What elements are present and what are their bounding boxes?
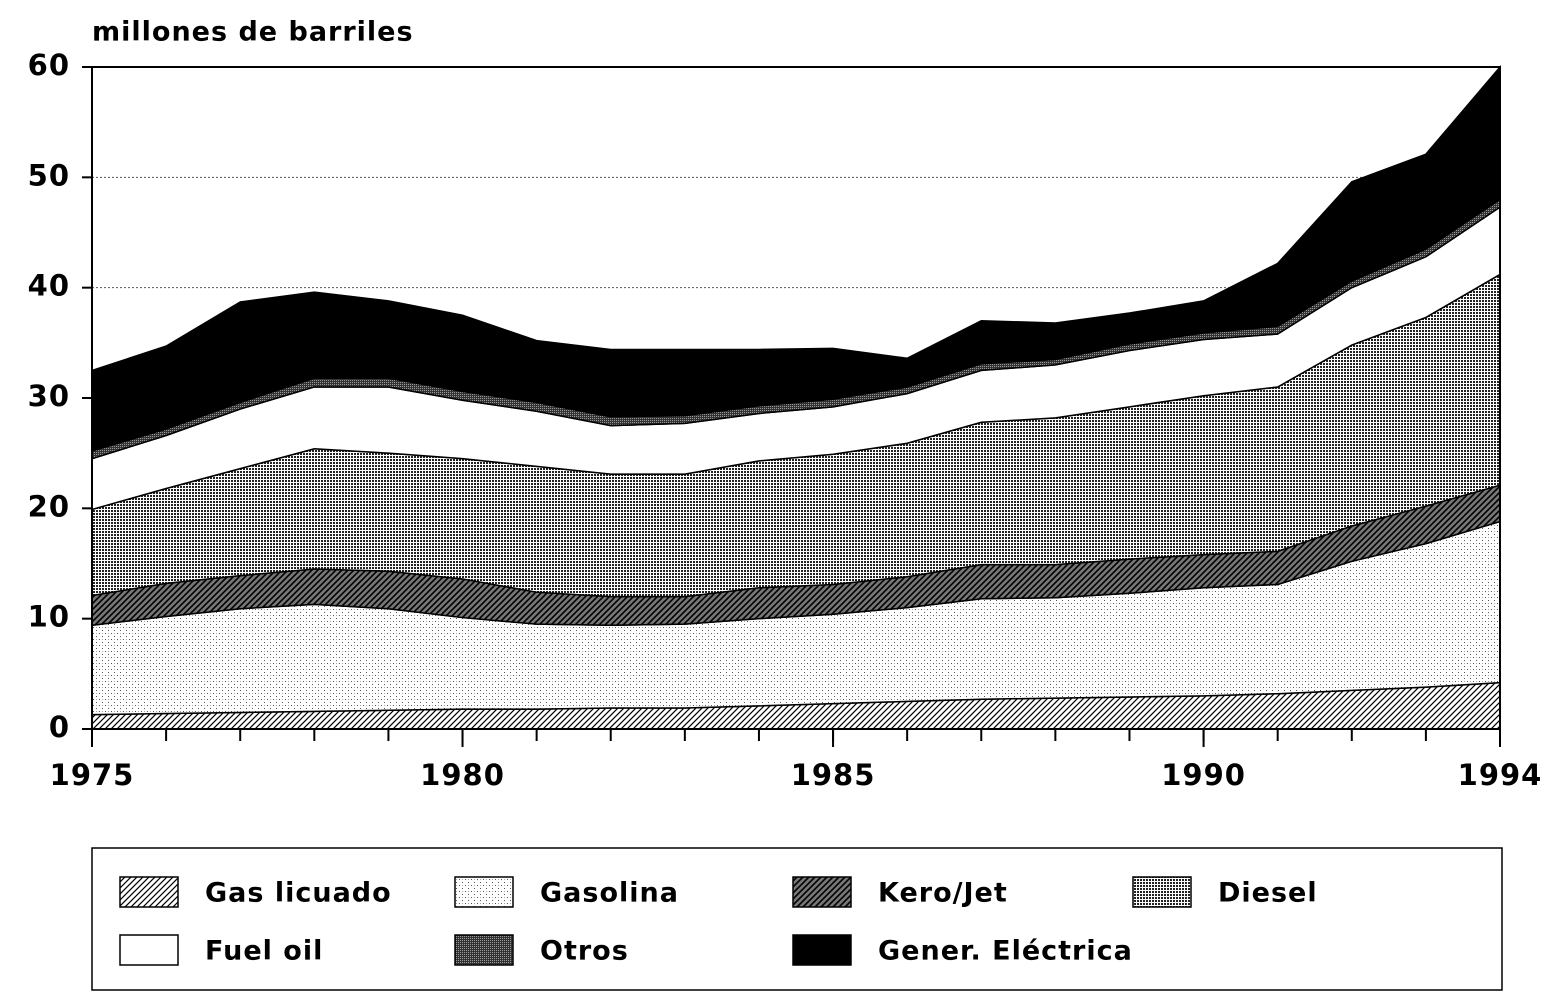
y-tick-label: 50 (28, 158, 70, 192)
y-tick-label: 30 (28, 379, 70, 413)
legend-swatch (119, 934, 179, 966)
x-tick-label: 1990 (1161, 758, 1246, 792)
legend-swatch (792, 876, 852, 908)
y-tick-label: 20 (28, 489, 70, 523)
legend-label: Diesel (1218, 878, 1318, 909)
y-tick-label: 10 (28, 600, 70, 634)
x-tick-label: 1980 (420, 758, 505, 792)
legend-swatch (1132, 876, 1192, 908)
x-tick-label: 1994 (1458, 758, 1543, 792)
legend-label: Fuel oil (205, 936, 323, 967)
plot-frame (91, 66, 1501, 730)
legend-swatch (119, 876, 179, 908)
legend-label: Kero/Jet (878, 878, 1008, 909)
legend-label: Gasolina (540, 878, 679, 909)
x-tick-label: 1985 (791, 758, 876, 792)
legend-label: Otros (540, 936, 629, 967)
legend-swatch (792, 934, 852, 966)
legend-box (91, 847, 1503, 991)
y-axis-label: millones de barriles (92, 17, 414, 48)
y-tick-label: 60 (28, 48, 70, 82)
y-tick-label: 40 (28, 269, 70, 303)
legend-swatch (454, 934, 514, 966)
legend-label: Gas licuado (205, 878, 392, 909)
legend-swatch (454, 876, 514, 908)
legend-label: Gener. Eléctrica (878, 936, 1133, 967)
x-tick-label: 1975 (50, 758, 135, 792)
y-tick-label: 0 (49, 710, 70, 744)
